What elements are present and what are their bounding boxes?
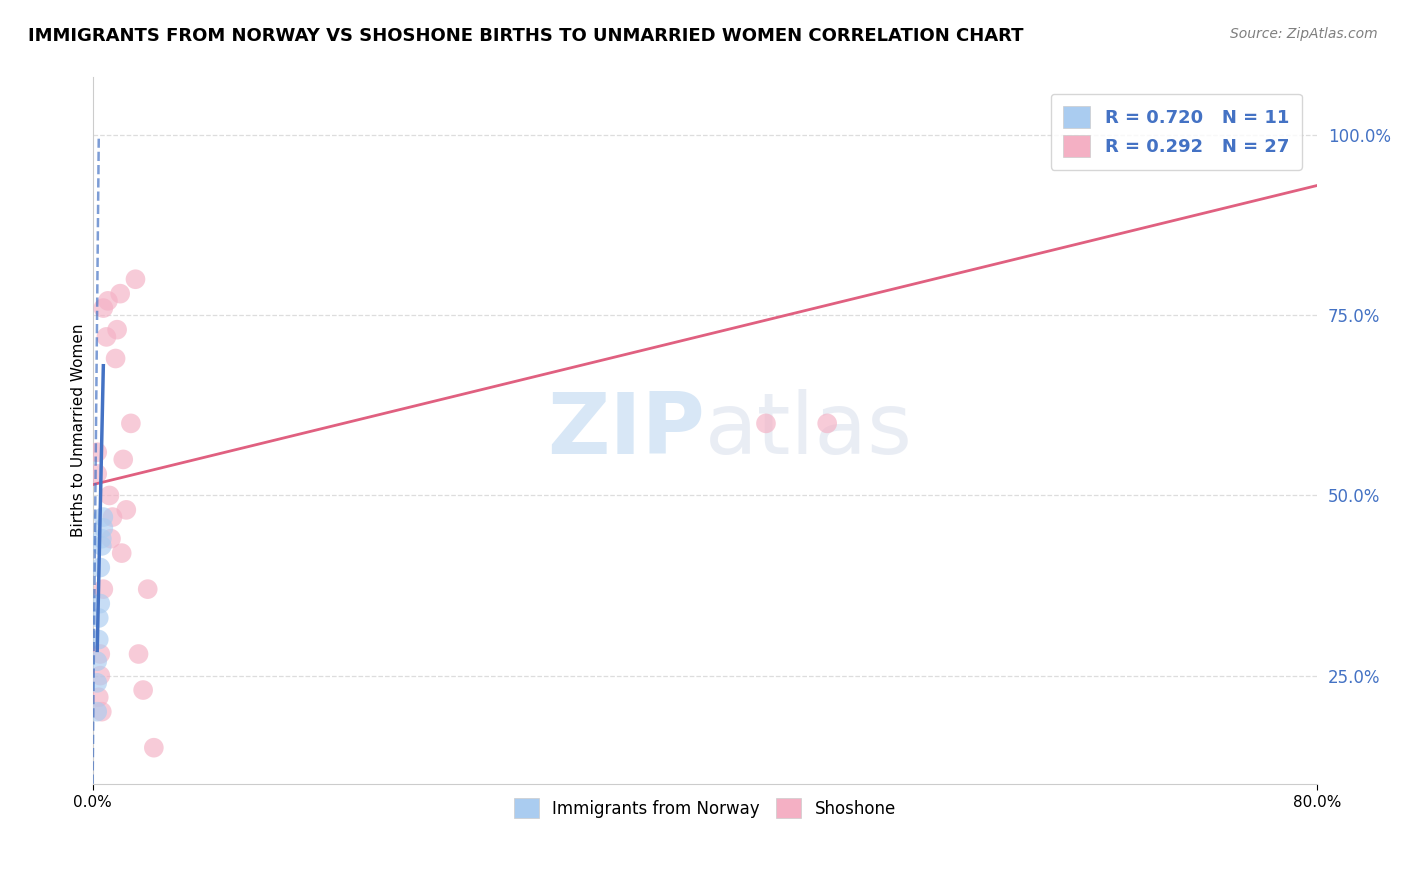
- Point: [815, 417, 838, 431]
- Text: IMMIGRANTS FROM NORWAY VS SHOSHONE BIRTHS TO UNMARRIED WOMEN CORRELATION CHART: IMMIGRANTS FROM NORWAY VS SHOSHONE BIRTH…: [28, 27, 1024, 45]
- Point: [104, 351, 127, 366]
- Point: [86, 467, 108, 481]
- Point: [93, 510, 115, 524]
- Point: [100, 532, 122, 546]
- Point: [98, 488, 121, 502]
- Point: [101, 510, 124, 524]
- Point: [128, 647, 150, 661]
- Point: [90, 705, 112, 719]
- Point: [86, 445, 108, 459]
- Point: [112, 452, 135, 467]
- Point: [124, 272, 146, 286]
- Text: Source: ZipAtlas.com: Source: ZipAtlas.com: [1230, 27, 1378, 41]
- Point: [108, 286, 131, 301]
- Text: ZIP: ZIP: [547, 389, 704, 472]
- Point: [97, 293, 120, 308]
- Text: atlas: atlas: [704, 389, 912, 472]
- Y-axis label: Births to Unmarried Women: Births to Unmarried Women: [72, 324, 86, 537]
- Point: [120, 417, 142, 431]
- Point: [89, 560, 111, 574]
- Point: [111, 546, 134, 560]
- Point: [93, 521, 115, 535]
- Point: [86, 654, 108, 668]
- Point: [142, 740, 165, 755]
- Point: [136, 582, 159, 596]
- Point: [93, 582, 115, 596]
- Legend: Immigrants from Norway, Shoshone: Immigrants from Norway, Shoshone: [508, 791, 903, 825]
- Point: [86, 705, 108, 719]
- Point: [89, 647, 111, 661]
- Point: [115, 503, 138, 517]
- Point: [90, 532, 112, 546]
- Point: [89, 668, 111, 682]
- Point: [90, 539, 112, 553]
- Point: [89, 597, 111, 611]
- Point: [105, 323, 128, 337]
- Point: [755, 417, 778, 431]
- Point: [87, 632, 110, 647]
- Point: [132, 683, 155, 698]
- Point: [86, 676, 108, 690]
- Point: [87, 611, 110, 625]
- Point: [96, 330, 118, 344]
- Point: [93, 301, 115, 315]
- Point: [87, 690, 110, 705]
